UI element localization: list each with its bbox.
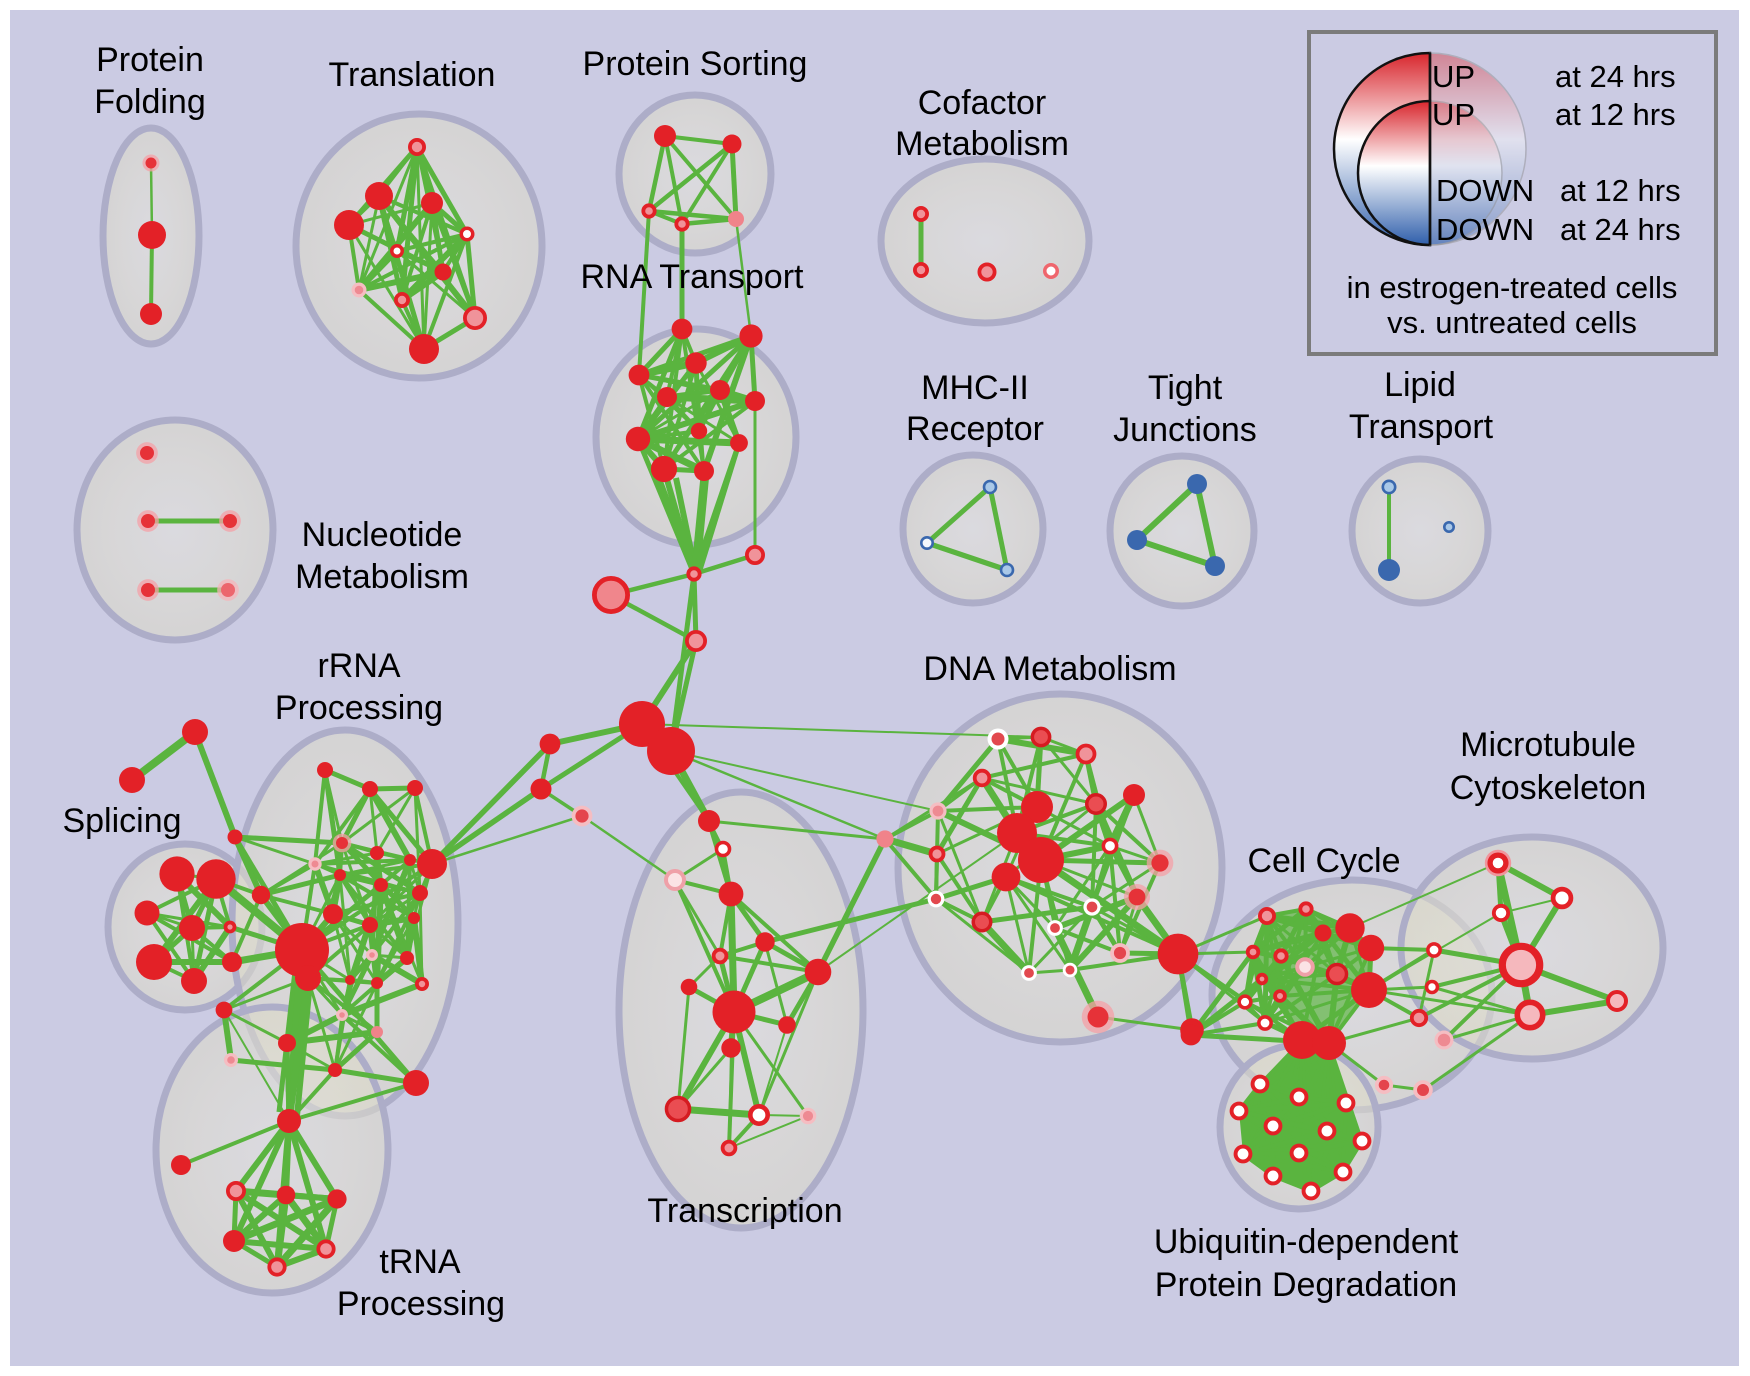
svg-text:Splicing: Splicing	[62, 802, 181, 840]
svg-text:Metabolism: Metabolism	[895, 125, 1069, 163]
svg-text:at 12 hrs: at 12 hrs	[1560, 173, 1681, 208]
svg-text:Protein Sorting: Protein Sorting	[583, 45, 808, 83]
svg-text:Receptor: Receptor	[906, 410, 1044, 448]
svg-text:Microtubule: Microtubule	[1460, 726, 1636, 764]
svg-text:Protein Degradation: Protein Degradation	[1155, 1266, 1457, 1304]
svg-text:Processing: Processing	[275, 689, 443, 727]
svg-text:Junctions: Junctions	[1113, 411, 1257, 449]
svg-text:RNA Transport: RNA Transport	[581, 258, 805, 296]
svg-text:Cell Cycle: Cell Cycle	[1247, 842, 1400, 880]
svg-text:rRNA: rRNA	[317, 647, 400, 685]
svg-text:in estrogen-treated cells: in estrogen-treated cells	[1347, 270, 1678, 305]
svg-text:Tight: Tight	[1148, 369, 1223, 407]
svg-text:UP: UP	[1432, 97, 1475, 132]
svg-text:DOWN: DOWN	[1436, 212, 1534, 247]
svg-text:at 24 hrs: at 24 hrs	[1560, 212, 1681, 247]
svg-text:Transcription: Transcription	[647, 1192, 842, 1230]
svg-text:Translation: Translation	[329, 56, 496, 94]
svg-text:vs. untreated cells: vs. untreated cells	[1387, 305, 1637, 340]
svg-text:Ubiquitin-dependent: Ubiquitin-dependent	[1154, 1223, 1459, 1261]
svg-text:Processing: Processing	[337, 1285, 505, 1323]
svg-text:Metabolism: Metabolism	[295, 558, 469, 596]
svg-text:Nucleotide: Nucleotide	[302, 516, 463, 554]
svg-text:Cofactor: Cofactor	[918, 84, 1047, 122]
svg-text:Folding: Folding	[94, 83, 206, 121]
svg-text:UP: UP	[1432, 59, 1475, 94]
svg-text:DNA Metabolism: DNA Metabolism	[923, 650, 1176, 688]
svg-text:tRNA: tRNA	[379, 1243, 461, 1281]
svg-text:at 24 hrs: at 24 hrs	[1555, 59, 1676, 94]
svg-text:Lipid: Lipid	[1384, 366, 1456, 404]
svg-text:Protein: Protein	[96, 41, 204, 79]
svg-text:DOWN: DOWN	[1436, 173, 1534, 208]
svg-text:MHC-II: MHC-II	[921, 369, 1029, 407]
svg-text:Cytoskeleton: Cytoskeleton	[1450, 769, 1647, 807]
svg-text:Transport: Transport	[1349, 408, 1494, 446]
svg-text:at 12 hrs: at 12 hrs	[1555, 97, 1676, 132]
